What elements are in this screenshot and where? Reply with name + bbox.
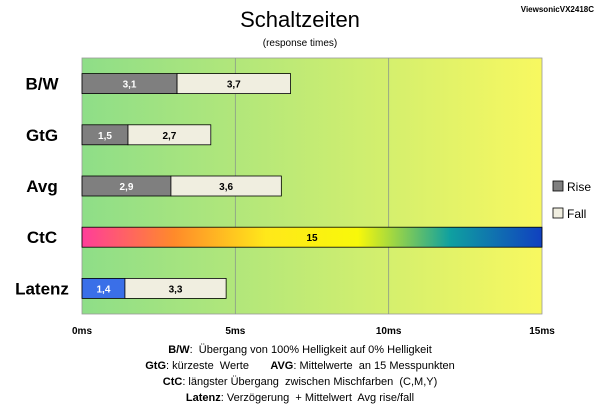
footnotes: B/W: Übergang von 100% Helligkeit auf 0%… <box>145 344 455 404</box>
bar-fall-label: 3,7 <box>227 80 241 91</box>
footnote-line: CtC: längster Übergang zwischen Mischfar… <box>163 376 438 388</box>
category-label: Latenz <box>15 279 69 298</box>
bar-rise-label: 15 <box>306 233 318 244</box>
x-axis-tick-labels: 0ms 5ms 10ms 15ms <box>72 326 555 337</box>
bar-fall <box>176 73 291 94</box>
footnote-term: Latenz <box>186 392 221 404</box>
legend-label: Rise <box>567 180 591 194</box>
bar-rise-label: 1,5 <box>98 131 112 142</box>
x-tick-label: 0ms <box>72 326 92 337</box>
bar-fall-label: 2,7 <box>162 131 176 142</box>
footnote-text: : kürzeste Werte <box>166 360 270 372</box>
bar-fall <box>170 175 282 197</box>
bar-fall <box>124 277 227 299</box>
bar-rise-label: 1,4 <box>97 284 111 295</box>
bar-rise-label: 3,1 <box>123 80 137 91</box>
x-tick-label: 5ms <box>225 326 245 337</box>
bar-rise-label: 2,9 <box>120 182 134 193</box>
footnote-term: CtC <box>163 376 183 388</box>
footnote-text: : Verzögerung + Mittelwert Avg rise/fall <box>221 392 414 404</box>
footnote-text: : Übergang von 100% Helligkeit auf 0% He… <box>190 344 432 356</box>
x-tick-label: 10ms <box>376 326 402 337</box>
category-label: Avg <box>26 177 58 196</box>
bars-group: 3,1 3,7 1,5 2,7 2,9 3,6 15 1,4 3,3 <box>81 73 543 299</box>
footnote-line: B/W: Übergang von 100% Helligkeit auf 0%… <box>168 344 432 356</box>
legend: Rise Fall <box>552 180 591 221</box>
bar-fall <box>127 124 212 146</box>
footnote-term: B/W <box>168 344 190 356</box>
bar-fall-label: 3,6 <box>219 182 233 193</box>
footnote-line: Latenz: Verzögerung + Mittelwert Avg ris… <box>186 392 414 404</box>
bar-rise <box>81 226 543 248</box>
footnote-term: GtG <box>145 360 166 372</box>
footnote-text: : längster Übergang zwischen Mischfarben… <box>182 376 437 388</box>
category-label: B/W <box>25 75 59 94</box>
legend-label: Fall <box>567 207 586 221</box>
x-tick-label: 15ms <box>529 326 555 337</box>
legend-swatch <box>552 207 564 219</box>
legend-swatch <box>552 180 564 192</box>
chart-title: Schaltzeiten <box>240 7 360 32</box>
bar-fall-label: 3,3 <box>169 284 183 295</box>
footnote-text: : Mittelwerte an 15 Messpunkten <box>293 360 454 372</box>
brand-label: ViewsonicVX2418C <box>521 5 594 14</box>
category-label: GtG <box>26 126 58 145</box>
category-label: CtC <box>27 228 57 247</box>
footnote-term: AVG <box>270 360 293 372</box>
footnote-line: GtG: kürzeste Werte AVG: Mittelwerte an … <box>145 360 455 372</box>
chart-subtitle: (response times) <box>263 38 337 49</box>
category-labels: B/W GtG Avg CtC Latenz <box>15 75 69 299</box>
